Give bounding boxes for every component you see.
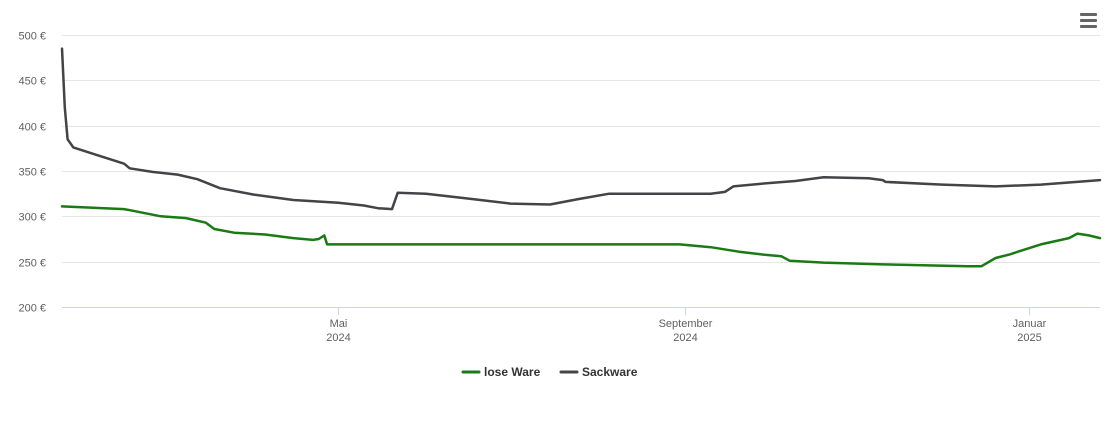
series-line-sackware	[60, 47, 1102, 211]
y-tick-label: 250 €	[18, 258, 46, 270]
grid-lines	[62, 35, 1100, 263]
y-tick-label: 400 €	[18, 122, 46, 134]
y-tick-label: 300 €	[18, 212, 46, 224]
x-tick-month: Januar	[1013, 318, 1047, 330]
y-tick-label: 450 €	[18, 76, 46, 88]
x-tick-year: 2025	[1017, 332, 1041, 344]
hamburger-menu-icon[interactable]	[1076, 10, 1100, 32]
menu-bar-bottom	[1080, 25, 1097, 28]
y-tick-label: 500 €	[18, 31, 46, 43]
menu-bar-top	[1080, 13, 1097, 16]
legend-label-lose-ware: lose Ware	[484, 365, 541, 379]
menu-bar-middle	[1080, 19, 1097, 22]
y-tick-label: 350 €	[18, 167, 46, 179]
legend-item-lose-ware[interactable]: lose Ware	[461, 365, 541, 379]
x-tick-month: Mai	[330, 318, 348, 330]
x-axis-labels: Mai 2024 September 2024 Januar 2025	[326, 307, 1047, 344]
series-line-lose-ware	[60, 205, 1102, 268]
x-tick-year: 2024	[673, 332, 697, 344]
legend-label-sackware: Sackware	[582, 365, 638, 379]
legend-item-sackware[interactable]: Sackware	[559, 365, 638, 379]
legend[interactable]: lose Ware Sackware	[461, 365, 638, 379]
y-tick-label: 200 €	[18, 303, 46, 315]
x-tick-year: 2024	[326, 332, 350, 344]
x-tick-month: September	[659, 318, 713, 330]
series-lines	[60, 47, 1102, 268]
y-axis-labels: 200 € 250 € 300 € 350 € 400 € 450 € 500 €	[18, 31, 46, 315]
